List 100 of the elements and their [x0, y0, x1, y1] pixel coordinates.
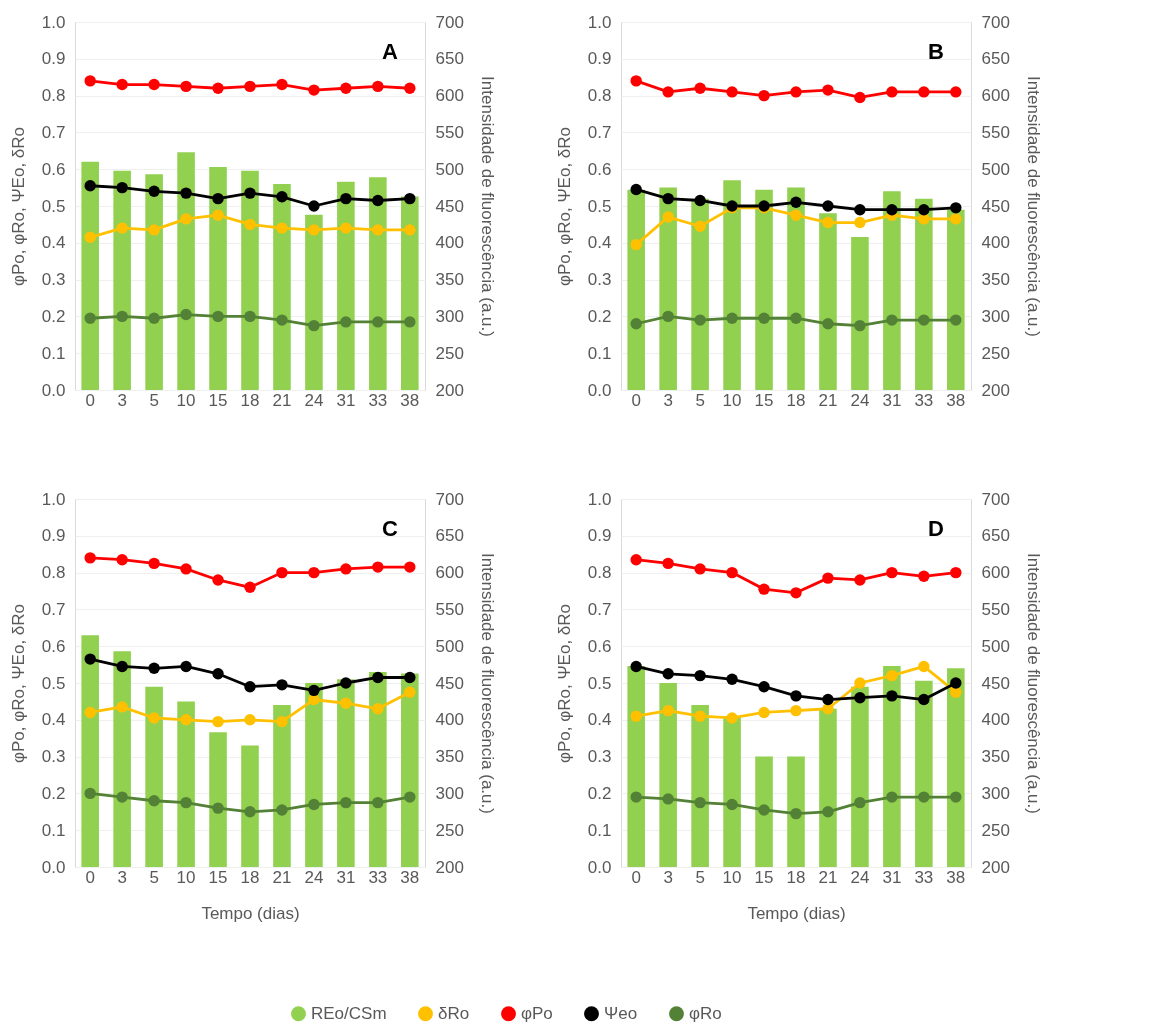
- point: [694, 796, 706, 809]
- y2-tick-label: 450: [435, 673, 464, 693]
- point: [404, 686, 416, 698]
- point: [404, 316, 416, 328]
- point: [694, 82, 706, 94]
- point: [790, 587, 802, 599]
- y-tick-label: 0.8: [41, 563, 66, 583]
- x-tick-label: 0: [631, 867, 641, 887]
- text: D: [928, 516, 944, 541]
- point: [630, 75, 642, 87]
- point: [116, 660, 128, 673]
- point: [918, 660, 930, 673]
- point: [180, 308, 192, 321]
- point: [372, 561, 384, 573]
- x-tick-label: 10: [722, 867, 742, 887]
- point: [950, 213, 962, 225]
- x-tick-label: 18: [786, 867, 806, 887]
- y2-tick-label: 500: [981, 636, 1010, 656]
- point: [212, 668, 224, 680]
- point: [340, 796, 352, 809]
- point: [630, 554, 642, 566]
- point: [662, 86, 674, 98]
- y2-tick-label: 250: [435, 820, 464, 840]
- point: [308, 798, 320, 811]
- x-tick-label: 33: [368, 867, 388, 887]
- point: [308, 684, 320, 697]
- point: [308, 224, 320, 236]
- point: [276, 191, 288, 203]
- point: [822, 572, 834, 584]
- point: [244, 310, 256, 323]
- x-tick-label: 31: [336, 867, 356, 887]
- point: [340, 192, 352, 205]
- y2-tick-label: 400: [435, 710, 464, 730]
- point: [758, 680, 770, 693]
- point: [726, 712, 738, 724]
- point: [116, 181, 128, 194]
- point: [854, 203, 866, 216]
- point: [918, 203, 930, 216]
- point: [180, 187, 192, 199]
- x-tick-label: 15: [754, 867, 774, 887]
- y2-tick-label: 300: [435, 306, 464, 326]
- x-tick-label: 18: [240, 390, 260, 410]
- y2-axis-title: Intensidade de fluorescência (a.u.): [1023, 76, 1043, 337]
- legend-label: φPo: [521, 1003, 553, 1023]
- y2-tick-label: 600: [981, 86, 1010, 106]
- x-tick-label: 21: [272, 867, 292, 887]
- x-tick-label: 15: [754, 390, 774, 410]
- x-tick-label: 18: [786, 390, 806, 410]
- point: [404, 82, 416, 94]
- point: [630, 183, 642, 196]
- point: [726, 312, 738, 324]
- point: [950, 791, 962, 803]
- point: [308, 566, 320, 579]
- point: [84, 706, 96, 719]
- point: [694, 220, 706, 232]
- y2-tick-label: 400: [435, 233, 464, 253]
- x-tick-label: 5: [149, 390, 159, 410]
- point: [84, 312, 96, 324]
- point: [790, 196, 802, 209]
- y-tick-label: 0.6: [41, 636, 66, 656]
- legend-label: Ψeo: [604, 1003, 638, 1023]
- x-tick-label: 10: [722, 390, 742, 410]
- point: [148, 78, 160, 91]
- point: [244, 581, 256, 594]
- y2-tick-label: 300: [981, 783, 1010, 803]
- y2-tick-label: 650: [981, 526, 1010, 546]
- point: [918, 693, 930, 706]
- point: [726, 673, 738, 686]
- point: [822, 200, 834, 212]
- y-tick-label: 0.7: [41, 599, 66, 619]
- y-tick-label: 0.2: [41, 306, 66, 326]
- point: [276, 679, 288, 691]
- point: [276, 222, 288, 234]
- x-tick-label: 3: [663, 390, 673, 410]
- point: [148, 712, 160, 724]
- point: [276, 314, 288, 326]
- x-tick-label: 31: [882, 390, 902, 410]
- x-tick-label: 5: [695, 390, 705, 410]
- y2-tick-label: 700: [435, 489, 464, 509]
- point: [662, 793, 674, 805]
- y-tick-label: 0.3: [587, 270, 612, 290]
- x-tick-label: 31: [882, 867, 902, 887]
- y-tick-label: 0.1: [587, 820, 612, 840]
- y2-tick-label: 450: [981, 196, 1010, 216]
- x-tick-label: 5: [695, 867, 705, 887]
- y-tick-label: 0.1: [587, 343, 612, 363]
- y-axis-title: φPo, φRo, ΨEo, δRo: [554, 603, 574, 764]
- point: [694, 194, 706, 207]
- point: [372, 316, 384, 328]
- y-tick-label: 0.4: [587, 710, 612, 730]
- point: [822, 693, 834, 706]
- y2-tick-label: 250: [981, 343, 1010, 363]
- x-tick-label: 21: [272, 390, 292, 410]
- y2-axis-title: Intensidade de fluorescência (a.u.): [477, 553, 497, 814]
- point: [662, 557, 674, 570]
- point: [886, 690, 898, 702]
- point: [886, 314, 898, 326]
- y-tick-label: 0.9: [41, 49, 66, 69]
- point: [116, 701, 128, 713]
- y-tick-label: 1.0: [587, 12, 612, 32]
